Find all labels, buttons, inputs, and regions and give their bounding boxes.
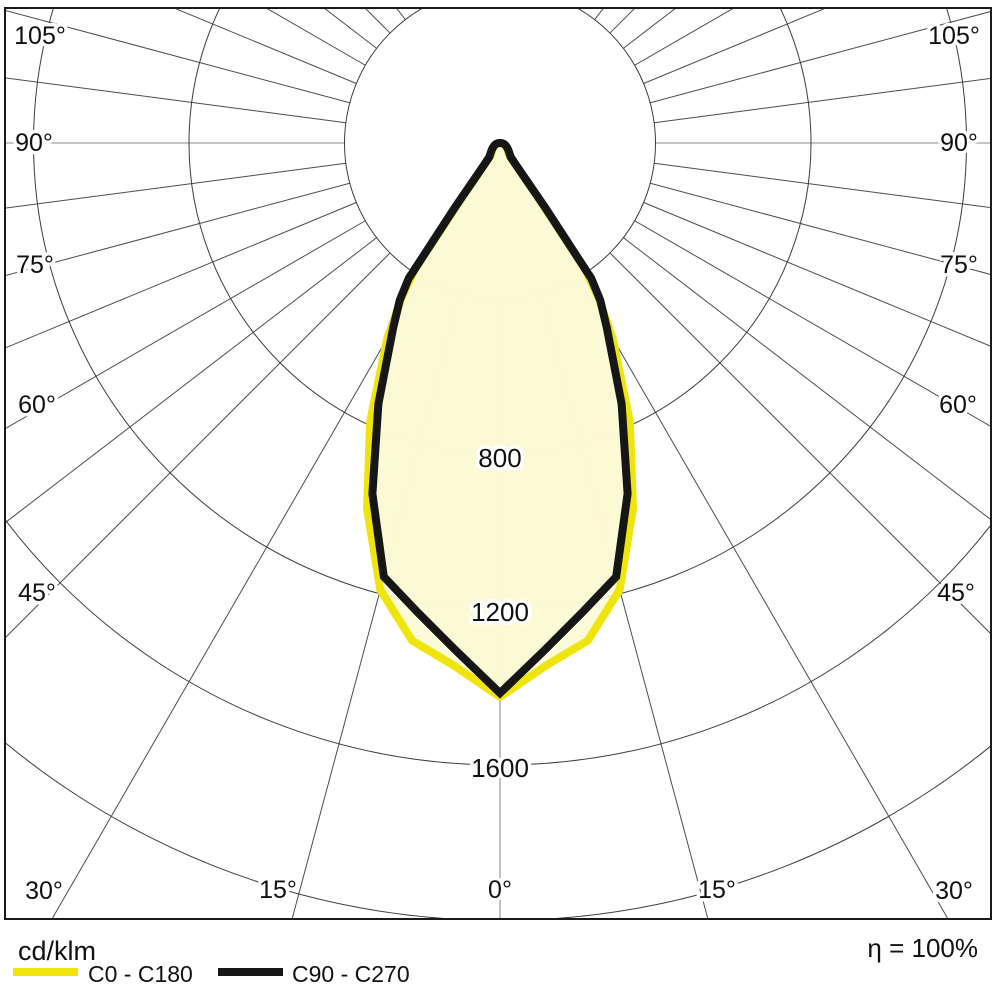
angle-label-105°: 105° (14, 22, 66, 50)
curve-c90-c270 (368, 139, 632, 699)
angle-label-45°: 45° (18, 579, 56, 607)
beam-fill-c0 (367, 143, 633, 697)
units-label: cd/klm (18, 936, 96, 966)
grid-ray-105 (650, 11, 990, 104)
grid-ray-97.5 (654, 77, 990, 124)
angle-label-90°: 90° (940, 129, 978, 157)
angle-label-30°: 30° (935, 877, 973, 905)
angle-label-90°: 90° (15, 129, 53, 157)
angle-label-15°: 15° (698, 876, 736, 904)
grid-ray-142.5 (594, 9, 604, 20)
grid-ray-52.5 (6, 237, 377, 523)
grid-ray-105 (6, 10, 350, 104)
angle-label-75°: 75° (16, 251, 54, 279)
grid-ray-67.5 (643, 202, 990, 347)
ring-label-1200: 1200 (471, 597, 529, 627)
angle-label-15°: 15° (259, 876, 297, 904)
legend-label-c90: C90 - C270 (292, 961, 410, 987)
angle-label-105°: 105° (928, 22, 980, 50)
plot-frame (4, 7, 992, 920)
angle-label-75°: 75° (940, 251, 978, 279)
tick-labels: 800 1200 1600 105° 90° 75° 60° 45° 30° 15° 0° 15° 30… (11, 19, 984, 909)
angle-label-45°: 45° (937, 579, 975, 607)
grid-ray-30 (577, 277, 949, 918)
grid-ray-82.5 (6, 162, 346, 209)
angle-label-60°: 60° (939, 391, 977, 419)
efficiency-label: η = 100% (867, 933, 978, 963)
grid-ray-67.5 (6, 202, 357, 349)
legend-label-c0: C0 - C180 (88, 961, 193, 987)
grid-ray-142.5 (396, 9, 406, 20)
intensity-curves (363, 139, 637, 701)
grid-ray-52.5 (623, 237, 990, 520)
grid-ray-45 (609, 252, 990, 634)
angle-label-30°: 30° (25, 877, 63, 905)
grid-ray-60 (6, 220, 366, 429)
grid-ray-45 (6, 252, 391, 638)
angle-label-0°: 0° (488, 876, 512, 904)
legend: cd/klm C0 - C180 C90 - C270 η = 100% (13, 933, 978, 987)
grid-ray-82.5 (654, 162, 990, 209)
ring-label-1600: 1600 (471, 753, 529, 783)
grid-ray-75 (650, 182, 990, 275)
grid-ring-1600 (6, 519, 990, 766)
grid-ray-30 (51, 277, 423, 918)
grid-ray-97.5 (6, 77, 346, 124)
grid-ray-60 (634, 220, 990, 427)
angle-label-60°: 60° (18, 391, 56, 419)
ring-label-800: 800 (478, 443, 521, 473)
grid-ray-75 (6, 182, 350, 276)
